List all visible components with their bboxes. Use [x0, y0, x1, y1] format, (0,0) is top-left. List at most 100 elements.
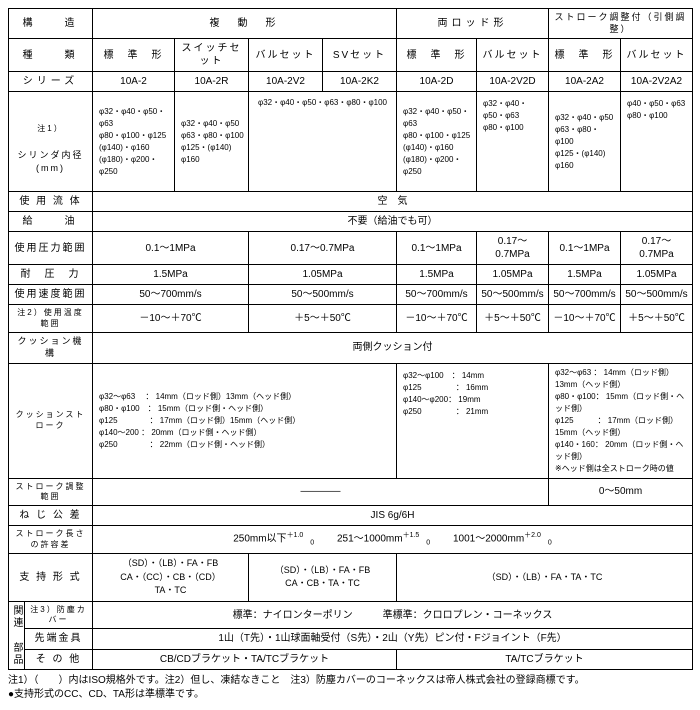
val-ryutai: 空 気 [93, 192, 693, 212]
sonota-a: CB/CDブラケット・TA/TCブラケット [93, 649, 397, 669]
slen-b-sub: 0 [419, 540, 430, 547]
series-c2: 10A-2R [175, 72, 249, 92]
lbl-naikei: 注1） シリンダ内径 (mm) [9, 92, 93, 192]
val-sentan: 1山（T先）・1山球面軸受付（S先）・2山（Y先）ピン付・Fジョイント（F先） [93, 629, 693, 649]
hdr-valve-1: バルセット [249, 39, 323, 72]
footnote-1: 注1）（ ）内はISO規格外です。注2）但し、凍結なきこと 注3）防塵カバーのコ… [8, 674, 692, 688]
row-shurui: 種 類 標 準 形 スイッチセット バルセット SVセット 標 準 形 バルセッ… [9, 39, 693, 72]
hdr-strokeadj: ストローク調整付（引側調整） [549, 9, 693, 39]
lbl-kyuyu: 給 油 [9, 212, 93, 232]
row-sokudo: 使用速度範囲 50～700mm/s 50～500mm/s 50～700mm/s … [9, 285, 693, 305]
row-naikei: 注1） シリンダ内径 (mm) φ32・φ40・φ50・φ63 φ80・φ100… [9, 92, 693, 192]
row-shiji: 支 持 形 式 （SD）・（LB）・FA・FB CA・（CC）・CB・（CD） … [9, 554, 693, 602]
ondo-a3: －10～＋70℃ [549, 305, 621, 333]
chu1-label: 注1） [37, 124, 63, 133]
cstroke-c56: φ32～φ100 ： 14mm φ125 ： 16mm φ140～φ200： 1… [397, 363, 549, 478]
ondo-b1: ＋5～＋50℃ [249, 305, 397, 333]
naikei-c5: φ32・φ40・φ50・φ63 φ80・φ100・φ125 (φ140)・φ16… [397, 92, 477, 192]
hdr-series: シリーズ [9, 72, 93, 92]
lbl-sokudo: 使用速度範囲 [9, 285, 93, 305]
strokeadj-dash: ―――― [93, 478, 549, 506]
val-kyuyu: 不要（給油でも可） [93, 212, 693, 232]
naikei-c1: φ32・φ40・φ50・φ63 φ80・φ100・φ125 (φ140)・φ16… [93, 92, 175, 192]
series-c5: 10A-2D [397, 72, 477, 92]
hdr-valve-2: バルセット [477, 39, 549, 72]
slen-c-sup: ＋2.0 [524, 532, 541, 539]
row-ondo: 注2）使用温度範囲 －10～＋70℃ ＋5～＋50℃ －10～＋70℃ ＋5～＋… [9, 305, 693, 333]
lbl-shiji: 支 持 形 式 [9, 554, 93, 602]
val-neji: JIS 6g/6H [93, 506, 693, 526]
naikei-c7: φ32・φ40・φ50 φ63・φ80・φ100 φ125・(φ140) φ16… [549, 92, 621, 192]
slen-b-sup: ＋1.5 [403, 532, 420, 539]
shiji-c12: （SD）・（LB）・FA・FB CA・（CC）・CB・（CD） TA・TC [93, 554, 249, 602]
slen-a-sup: ＋1.0 [287, 532, 304, 539]
row-cstroke: クッションストローク φ32～φ63 ： 14mm（ロッド側）13mm（ヘッド側… [9, 363, 693, 478]
lbl-kanren: 関連 部品 [9, 601, 25, 669]
hdr-hyoujun-1: 標 準 形 [93, 39, 175, 72]
row-boujin: 関連 部品 注3）防塵カバー 標準：ナイロンターポリン 準標準：クロロプレン・コ… [9, 601, 693, 629]
taiatsu-b2: 1.05MPa [477, 265, 549, 285]
lbl-neji: ね じ 公 差 [9, 506, 93, 526]
hdr-switch: スイッチセット [175, 39, 249, 72]
ondo-b2: ＋5～＋50℃ [477, 305, 549, 333]
slen-c-sub: 0 [541, 540, 552, 547]
atsu-a3: 0.1～1MPa [549, 232, 621, 265]
hdr-ryourod: 両ロッド形 [397, 9, 549, 39]
strokeadj-val: 0～50mm [549, 478, 693, 506]
lbl-strokeadj: ストローク調整範囲 [9, 478, 93, 506]
row-ryutai: 使 用 流 体 空 気 [9, 192, 693, 212]
lbl-taiatsu: 耐 圧 力 [9, 265, 93, 285]
sokudo-a3: 50～700mm/s [549, 285, 621, 305]
shiji-c34: （SD）・（LB）・FA・FB CA・CB・TA・TC [249, 554, 397, 602]
naikei-c8: φ40・φ50・φ63 φ80・φ100 [621, 92, 693, 192]
row-kouzou: 構 造 複 動 形 両ロッド形 ストローク調整付（引側調整） [9, 9, 693, 39]
taiatsu-a3: 1.5MPa [549, 265, 621, 285]
spec-table: 構 造 複 動 形 両ロッド形 ストローク調整付（引側調整） 種 類 標 準 形… [8, 8, 693, 670]
atsu-b1: 0.17～0.7MPa [249, 232, 397, 265]
cstroke-c12: φ32～φ63 ： 14mm（ロッド側）13mm（ヘッド側） φ80・φ100 … [93, 363, 397, 478]
val-boujin: 標準：ナイロンターポリン 準標準：クロロプレン・コーネックス [93, 601, 693, 629]
slen-a: 250mm以下 [233, 534, 286, 545]
row-kyuyu: 給 油 不要（給油でも可） [9, 212, 693, 232]
series-c7: 10A-2A2 [549, 72, 621, 92]
naikei-c2: φ32・φ40・φ50 φ63・φ80・φ100 φ125・(φ140) φ16… [175, 92, 249, 192]
hdr-sv: SVセット [323, 39, 397, 72]
footnote-2: ●支持形式のCC、CD、TA形は準標準です。 [8, 688, 692, 702]
ondo-a1: －10～＋70℃ [93, 305, 249, 333]
hdr-fukudou: 複 動 形 [93, 9, 397, 39]
footnotes: 注1）（ ）内はISO規格外です。注2）但し、凍結なきこと 注3）防塵カバーのコ… [8, 674, 692, 702]
row-strokeadj: ストローク調整範囲 ―――― 0～50mm [9, 478, 693, 506]
atsu-a1: 0.1～1MPa [93, 232, 249, 265]
lbl-cstroke: クッションストローク [9, 363, 93, 478]
row-slen: ストローク長さの許容差 250mm以下＋1.0 0 251～1000mm＋1.5… [9, 526, 693, 554]
lbl-ondo: 注2）使用温度範囲 [9, 305, 93, 333]
naikei-c6: φ32・φ40・φ50・φ63 φ80・φ100 [477, 92, 549, 192]
cstroke-c78: φ32～φ63 ： 14mm（ロッド側）13mm（ヘッド側） φ80・φ100：… [549, 363, 693, 478]
series-c4: 10A-2K2 [323, 72, 397, 92]
val-cushion: 両側クッション付 [93, 333, 693, 363]
row-cushion: クッション機構 両側クッション付 [9, 333, 693, 363]
hdr-shurui: 種 類 [9, 39, 93, 72]
lbl-sentan: 先端金具 [25, 629, 93, 649]
sokudo-a1: 50～700mm/s [93, 285, 249, 305]
taiatsu-b1: 1.05MPa [249, 265, 397, 285]
slen-c: 1001～2000mm [453, 534, 524, 545]
atsu-a2: 0.1～1MPa [397, 232, 477, 265]
lbl-sonota: そ の 他 [25, 649, 93, 669]
lbl-cushion: クッション機構 [9, 333, 93, 363]
slen-a-sub: 0 [303, 540, 314, 547]
row-atsu: 使用圧力範囲 0.1～1MPa 0.17～0.7MPa 0.1～1MPa 0.1… [9, 232, 693, 265]
series-c3: 10A-2V2 [249, 72, 323, 92]
hdr-kouzou: 構 造 [9, 9, 93, 39]
row-taiatsu: 耐 圧 力 1.5MPa 1.05MPa 1.5MPa 1.05MPa 1.5M… [9, 265, 693, 285]
series-c1: 10A-2 [93, 72, 175, 92]
row-sentan: 先端金具 1山（T先）・1山球面軸受付（S先）・2山（Y先）ピン付・Fジョイント… [9, 629, 693, 649]
sokudo-b3: 50～500mm/s [621, 285, 693, 305]
row-neji: ね じ 公 差 JIS 6g/6H [9, 506, 693, 526]
lbl-slen: ストローク長さの許容差 [9, 526, 93, 554]
ondo-b3: ＋5～＋50℃ [621, 305, 693, 333]
sokudo-b2: 50～500mm/s [477, 285, 549, 305]
taiatsu-a1: 1.5MPa [93, 265, 249, 285]
slen-b: 251～1000mm [337, 534, 403, 545]
naikei-label-text: シリンダ内径 (mm) [17, 150, 83, 174]
